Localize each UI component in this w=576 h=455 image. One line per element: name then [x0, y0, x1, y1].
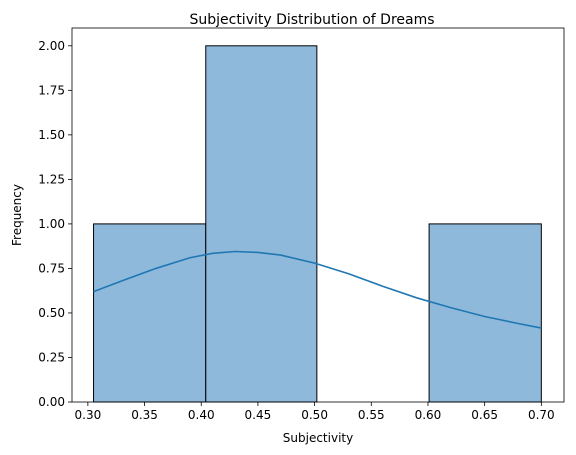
x-tick-label: 0.40 [188, 408, 215, 422]
x-axis-label: Subjectivity [283, 431, 353, 445]
histogram-bar [93, 223, 207, 403]
y-tick-label: 0.00 [38, 395, 65, 409]
x-tick-label: 0.60 [415, 408, 442, 422]
y-tick-label: 1.50 [38, 128, 65, 142]
x-axis-ticks: 0.30 0.35 0.40 0.45 0.50 0.55 0.60 0.65 0.70 [75, 402, 555, 422]
y-tick-label: 1.00 [38, 217, 65, 231]
x-tick-label: 0.50 [301, 408, 328, 422]
x-tick-label: 0.70 [528, 408, 555, 422]
x-tick-label: 0.45 [245, 408, 272, 422]
y-axis-ticks: 0.00 0.25 0.50 0.75 1.00 1.25 1.50 1.75 2.00 [38, 39, 72, 409]
histogram-bar [205, 45, 318, 403]
kde-curve [93, 250, 542, 329]
y-axis-label: Frequency [10, 184, 24, 246]
x-tick-label: 0.35 [131, 408, 158, 422]
histogram-bar [428, 223, 542, 403]
x-tick-label: 0.55 [358, 408, 385, 422]
y-tick-label: 0.50 [38, 306, 65, 320]
y-tick-label: 1.25 [38, 172, 65, 186]
bars-group [93, 45, 542, 403]
y-tick-label: 0.75 [38, 261, 65, 275]
y-tick-label: 2.00 [38, 39, 65, 53]
plot-frame [71, 27, 565, 403]
x-tick-label: 0.65 [471, 408, 498, 422]
chart-title: Subjectivity Distribution of Dreams [189, 12, 434, 28]
y-tick-label: 1.75 [38, 83, 65, 97]
y-tick-label: 0.25 [38, 350, 65, 364]
x-tick-label: 0.30 [75, 408, 102, 422]
